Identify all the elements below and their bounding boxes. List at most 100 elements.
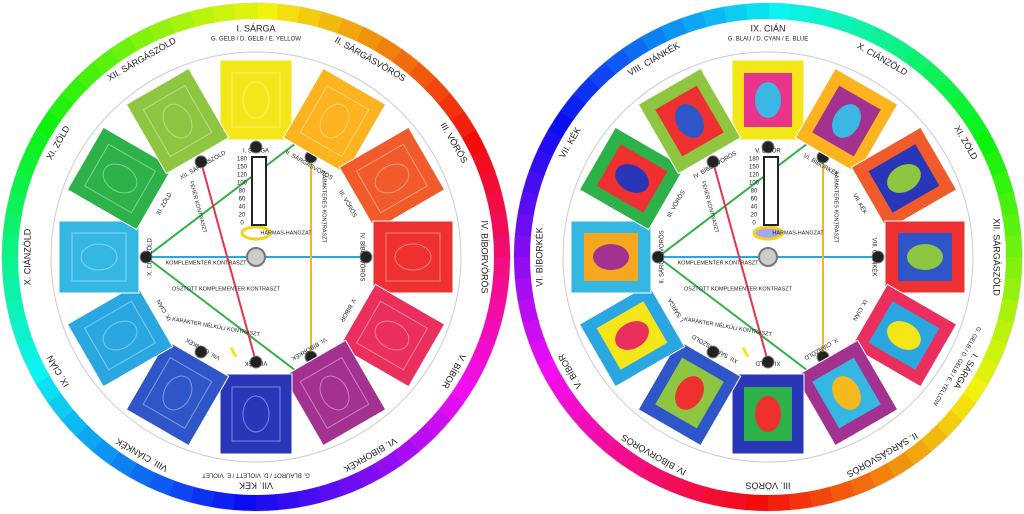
hue-ring: [254, 494, 279, 511]
hue-ring: [47, 92, 75, 121]
hue-ring: [849, 18, 877, 42]
swatch-emboss: [242, 81, 270, 119]
hue-ring: [391, 439, 420, 466]
hue-ring: [679, 480, 707, 503]
hue-ring: [744, 493, 768, 511]
hue-ring: [2, 211, 22, 237]
pin: [139, 250, 153, 264]
hue-ring: [232, 493, 256, 511]
scale-label: 20: [751, 213, 758, 219]
swatch-dot: [887, 164, 921, 193]
swatch: [372, 220, 454, 294]
segment: IV. BÍBORVÖRÖS IV. BÍBORVÖRÖS: [358, 220, 489, 293]
scale-label: 0: [240, 221, 244, 227]
swatch: [125, 67, 230, 175]
hue-ring: [1002, 277, 1022, 303]
hue-ring: [745, 3, 770, 20]
swatch-emboss: [374, 320, 410, 351]
hue-ring: [493, 234, 510, 259]
hue-ring: [660, 17, 688, 42]
hue-ring: [479, 170, 502, 197]
hue-ring: [768, 3, 792, 21]
contrast-label: KOMPLEMENTER KONTRASZT: [166, 260, 248, 266]
hue-ring: [188, 486, 215, 508]
hue-ring: [424, 77, 452, 105]
contrast-line: [712, 161, 769, 363]
swatch-emboss: [142, 84, 213, 158]
hue-ring: [296, 486, 322, 508]
hue-ring: [991, 318, 1014, 346]
scale-label: 60: [751, 197, 758, 203]
swatch-emboss: [385, 232, 441, 282]
hue-ring: [92, 48, 121, 75]
scale-label: 100: [749, 181, 760, 187]
contrast-label: HÁRMAS-HANGZAT: [260, 229, 312, 236]
contrast-line: [657, 256, 824, 384]
contrast-line: [145, 256, 312, 384]
hue-ring: [587, 424, 616, 452]
pin: [871, 250, 885, 264]
inner-ring: [50, 51, 462, 463]
hue-ring: [974, 130, 999, 158]
swatch-dot: [675, 376, 704, 410]
swatch-label: II. SÁRGÁSVÖRÖS: [659, 230, 666, 283]
hue-ring: [485, 191, 507, 217]
scale-label: 60: [239, 197, 246, 203]
swatch: [282, 67, 387, 175]
swatch-emboss: [319, 103, 350, 139]
swatch: [282, 339, 387, 447]
hue-ring: [904, 48, 933, 76]
scale-label: 120: [749, 173, 760, 179]
swatch-emboss: [299, 84, 370, 158]
scale-label: 0: [752, 221, 756, 227]
hue-ring: [983, 338, 1007, 366]
contrast-line: [657, 130, 824, 258]
swatch-emboss: [102, 320, 138, 351]
hue-ring: [962, 376, 988, 404]
hue-ring: [700, 486, 727, 508]
swatch-emboss: [71, 232, 127, 282]
hue-ring: [603, 438, 632, 466]
hue-ring: [450, 111, 477, 140]
hue-ring: [5, 297, 27, 323]
hue-ring: [559, 392, 586, 421]
scale-label: 180: [749, 157, 760, 163]
gauge: [251, 156, 267, 226]
hue-ring: [76, 61, 104, 89]
contrast-label: OSZTOTT KOMPLEMENTER KONTRASZT: [172, 286, 281, 292]
hue-ring: [492, 257, 510, 281]
ring-label: VI. BÍBORKÉK: [534, 227, 544, 287]
hue-ring: [275, 491, 301, 511]
hue-ring: [722, 491, 748, 511]
hue-ring: [297, 6, 324, 28]
segment: XII. SÁRGÁSZÖLD VIII. CIÁNKÉK: [870, 218, 1001, 296]
swatch-emboss: [394, 243, 432, 271]
hue-ring: [973, 357, 999, 386]
swatch: [219, 373, 293, 455]
hue-ring: [514, 211, 534, 237]
hue-ring: [147, 472, 175, 496]
scale-label: 180: [237, 157, 248, 163]
segment: III. VÖRÖS XI. ZÖLD: [731, 359, 805, 491]
hue-ring: [950, 93, 977, 122]
swatch: [58, 220, 140, 294]
gauge: [763, 156, 779, 226]
hue-ring: [2, 276, 22, 302]
contrast-label: KOMPLEMENTER KONTRASZT: [678, 260, 760, 266]
hue-ring: [461, 357, 487, 386]
triad-marker: [752, 225, 784, 241]
hue-ring: [316, 480, 343, 503]
scale-label: 150: [749, 165, 760, 171]
swatch-dot: [675, 104, 704, 138]
swatch-emboss: [231, 72, 281, 128]
contrast-line: [200, 161, 257, 363]
pin: [706, 345, 720, 359]
swatch-label: I. SÁRGA: [243, 148, 269, 155]
swatch-emboss: [142, 356, 213, 430]
hue-ring: [903, 439, 932, 466]
hue-ring: [572, 409, 600, 437]
hue-ring: [167, 480, 195, 503]
hue-ring: [991, 170, 1014, 197]
hue-ring: [5, 189, 27, 216]
